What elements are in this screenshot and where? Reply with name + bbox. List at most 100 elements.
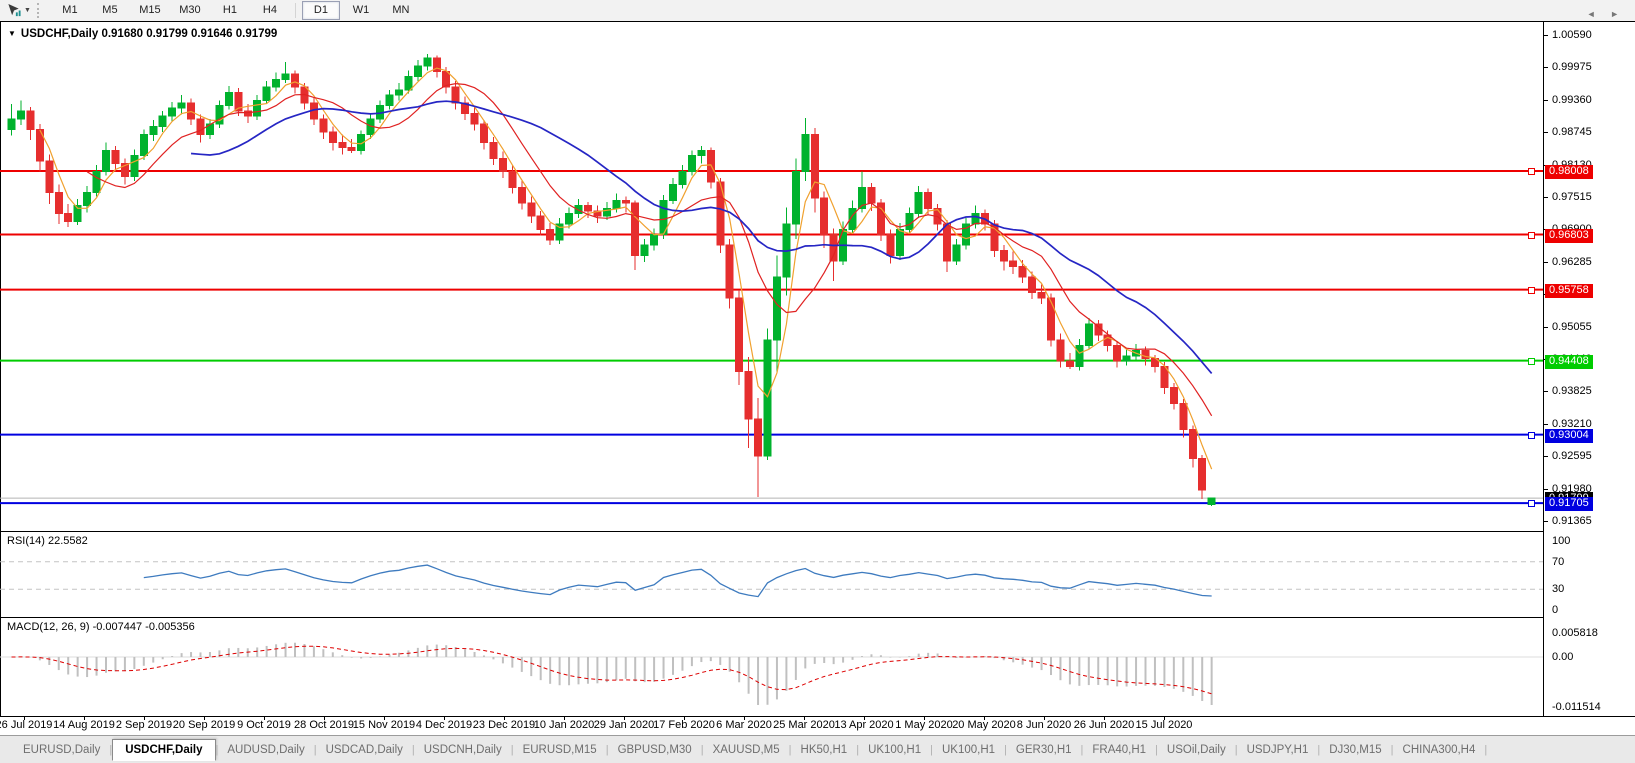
candle-body (224, 91, 233, 107)
date-label: 6 Mar 2020 (716, 719, 772, 731)
chart-tab-usdcad-daily[interactable]: USDCAD,Daily (325, 744, 403, 756)
price-tick-label: 0.91365 (1552, 515, 1592, 527)
chart-canvas (0, 53, 1543, 705)
hline-handle[interactable] (1528, 231, 1535, 239)
hline-handle[interactable] (1528, 286, 1535, 294)
candle-body (73, 205, 82, 222)
candle-body (810, 134, 819, 199)
hline-handle[interactable] (1528, 357, 1535, 365)
candle-body (1179, 402, 1188, 431)
date-tick-mark (744, 716, 745, 720)
candle-body (319, 118, 328, 133)
chart-title-text: USDCHF,Daily 0.91680 0.91799 0.91646 0.9… (20, 28, 278, 40)
timeframe-button-d1[interactable]: D1 (301, 1, 340, 20)
chart-tab-eurusd-daily[interactable]: EURUSD,Daily (23, 744, 101, 756)
price-tick-label: 0.99975 (1552, 61, 1592, 74)
candle-body (1037, 292, 1046, 299)
timeframe-button-m30[interactable]: M30 (179, 4, 201, 16)
candle-body (328, 131, 337, 143)
candle-body (130, 155, 139, 178)
chart-tab-audusd-daily[interactable]: AUDUSD,Daily (227, 744, 305, 756)
price-tick-mark (1544, 488, 1548, 490)
timeframe-button-w1[interactable]: W1 (352, 4, 370, 16)
candle-body (291, 73, 299, 88)
chart-tab-usdchf-daily[interactable]: USDCHF,Daily (112, 739, 216, 761)
chart-tab-hk50-h1[interactable]: HK50,H1 (800, 744, 848, 756)
price-tick-mark (1544, 261, 1548, 263)
candle-body (1141, 350, 1150, 359)
timeframe-button-m15[interactable]: M15 (139, 4, 161, 16)
collapse-indicator-icon[interactable]: ▼ (8, 29, 16, 38)
price-tick-mark (1544, 99, 1548, 101)
hline-price-label: 0.91705 (1545, 497, 1593, 512)
candle-body (139, 134, 148, 157)
tab-scroll-arrows[interactable]: ◄ ► (1586, 9, 1625, 19)
chart-tab-dj30-m15[interactable]: DJ30,M15 (1329, 744, 1382, 756)
candle-body (54, 192, 63, 215)
candle-body (829, 234, 838, 262)
chart-cursor-icon[interactable] (6, 3, 22, 18)
tool-dropdown-caret-icon[interactable]: ▼ (24, 7, 31, 14)
candle-body (480, 123, 488, 143)
hline-handle[interactable] (1528, 500, 1535, 508)
timeframe-button-h4[interactable]: H4 (262, 4, 277, 16)
candle-body (725, 244, 734, 299)
price-tick-mark (1544, 391, 1548, 393)
candle-body (498, 157, 507, 172)
chart-tab-usdcnh-daily[interactable]: USDCNH,Daily (423, 744, 502, 756)
hline-price-label: 0.96803 (1545, 228, 1593, 243)
date-label: 20 Sep 2019 (172, 719, 236, 731)
chart-tab-eurusd-m15[interactable]: EURUSD,M15 (522, 744, 597, 756)
candle-body (1113, 344, 1122, 362)
candle-body (555, 223, 564, 241)
chart-tab-uk100-h1[interactable]: UK100,H1 (868, 744, 922, 756)
timeframe-toolbar: ▼ M1 M5 M15 M30 H1 H4 D1 W1 MN (0, 0, 1635, 22)
tab-separator: | (109, 744, 113, 756)
candle-body (347, 147, 356, 151)
date-tick-mark (384, 716, 385, 720)
price-tick-label: 0.96285 (1552, 255, 1592, 268)
chart-border-top (0, 21, 1635, 22)
date-label: 17 Feb 2020 (653, 719, 715, 731)
date-tick-mark (204, 716, 205, 720)
timeframe-button-m1[interactable]: M1 (62, 4, 78, 16)
macd-scale-label: 0.005818 (1552, 627, 1598, 639)
price-axis[interactable]: 1.005900.999750.993600.987450.981300.975… (1543, 22, 1635, 716)
candle-body (697, 149, 706, 157)
candle-body (565, 213, 574, 225)
timeframe-button-mn[interactable]: MN (392, 4, 410, 16)
candle-body (517, 186, 526, 204)
candle-body (26, 110, 35, 130)
candle-body (612, 199, 621, 209)
price-tick-label: 0.92595 (1552, 450, 1592, 463)
chart-tab-usoil-daily[interactable]: USOil,Daily (1166, 744, 1226, 756)
price-tick-label: 1.00590 (1552, 29, 1592, 41)
chart-tab-ger30-h1[interactable]: GER30,H1 (1015, 744, 1072, 756)
rsi-panel-separator[interactable] (0, 531, 1635, 532)
candle-body (1122, 355, 1131, 362)
chart-tab-xauusd-m5[interactable]: XAUUSD,M5 (712, 744, 780, 756)
hline-handle[interactable] (1528, 168, 1535, 176)
date-tick-mark (924, 716, 925, 720)
chart-plot-area[interactable] (0, 21, 1543, 716)
candle-body (508, 170, 517, 188)
timeframe-button-h1[interactable]: H1 (222, 4, 237, 16)
toolbar-grip[interactable] (36, 3, 44, 18)
chart-tab-usdjpy-h1[interactable]: USDJPY,H1 (1246, 744, 1309, 756)
candle-body (602, 207, 611, 217)
candle-body (262, 86, 271, 101)
chart-title: ▼ USDCHF,Daily 0.91680 0.91799 0.91646 0.… (8, 28, 277, 40)
chart-tab-china300-h4[interactable]: CHINA300,H4 (1402, 744, 1476, 756)
ma-line-fast (39, 67, 1213, 470)
candle-body (687, 155, 696, 172)
macd-panel-separator[interactable] (0, 617, 1635, 618)
candle-body (1094, 323, 1103, 336)
chart-tab-fra40-h1[interactable]: FRA40,H1 (1092, 744, 1147, 756)
chart-tab-gbpusd-m30[interactable]: GBPUSD,M30 (617, 744, 692, 756)
hline-handle[interactable] (1528, 431, 1535, 439)
candle-body (631, 202, 640, 257)
candle-body (905, 213, 914, 230)
timeframe-button-m5[interactable]: M5 (102, 4, 118, 16)
chart-tab-uk100-h1[interactable]: UK100,H1 (941, 744, 996, 756)
